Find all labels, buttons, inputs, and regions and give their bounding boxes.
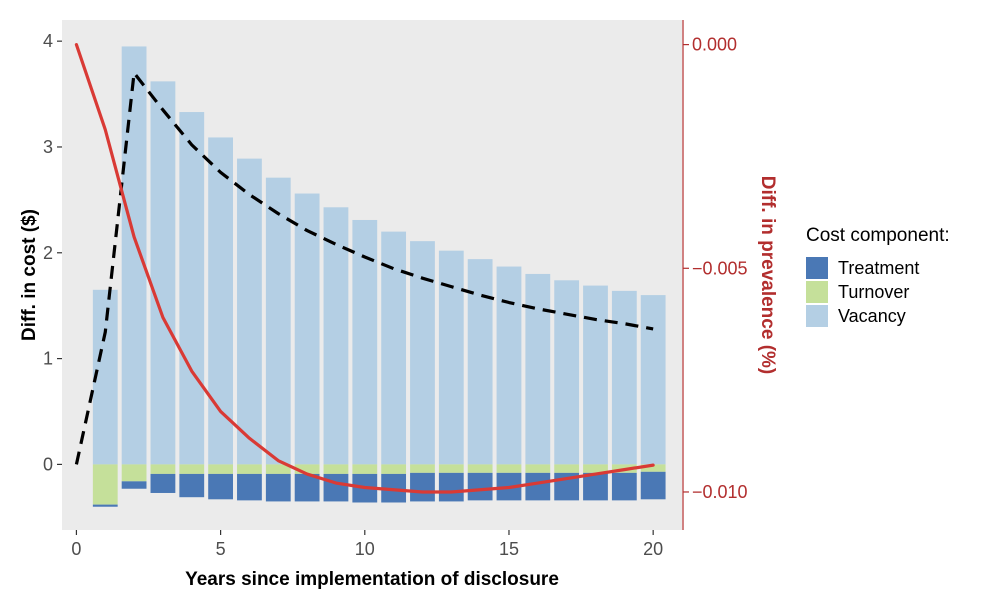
y-left-tick-label-1: 1: [43, 349, 53, 369]
bar-turnover-15: [496, 464, 522, 473]
bar-treatment-12: [410, 472, 435, 502]
bar-treatment-7: [265, 473, 291, 502]
bar-turnover-18: [583, 464, 608, 473]
bar-turnover-3: [150, 464, 176, 474]
bar-vacancy-5: [208, 137, 233, 465]
prevalence-difference-line: [74, 43, 655, 494]
bar-turnover-6: [237, 464, 262, 474]
bar-treatment-5: [208, 473, 233, 500]
y-right-tick-label-0: 0.000: [692, 35, 737, 55]
left-axis: 0 1 2 3 4: [43, 31, 62, 474]
x-tick-label-15: 15: [499, 539, 519, 559]
legend-title: Cost component:: [806, 225, 950, 246]
bar-vacancy-18: [583, 285, 608, 465]
legend-label-vacancy: Vacancy: [838, 306, 906, 326]
y-left-tick-label-0: 0: [43, 454, 53, 474]
bar-treatment-9: [323, 473, 349, 502]
bar-vacancy-20: [640, 295, 666, 465]
bar-vacancy-9: [323, 207, 349, 465]
bar-treatment-14: [467, 472, 493, 501]
bar-treatment-6: [237, 473, 262, 501]
legend-swatch-turnover: [806, 281, 828, 303]
bar-vacancy-16: [525, 273, 551, 465]
bar-turnover-2: [121, 464, 147, 482]
bar-turnover-13: [438, 464, 464, 473]
bar-vacancy-3: [150, 81, 176, 465]
bar-vacancy-14: [467, 259, 493, 465]
x-tick-label-20: 20: [643, 539, 663, 559]
y-axis-left-title: Diff. in cost ($): [19, 209, 40, 341]
bar-turnover-7: [265, 464, 291, 474]
y-right-tick-label-2: −0.010: [692, 482, 748, 502]
bar-treatment-2: [121, 481, 147, 489]
legend-label-turnover: Turnover: [838, 282, 909, 302]
bar-treatment-16: [525, 472, 551, 501]
bar-treatment-20: [640, 471, 666, 500]
bar-vacancy-15: [496, 266, 522, 465]
legend-label-treatment: Treatment: [838, 258, 919, 278]
bar-vacancy-7: [265, 177, 291, 465]
bar-turnover-8: [294, 464, 320, 474]
x-tick-label-0: 0: [71, 539, 81, 559]
bar-turnover-10: [352, 464, 378, 474]
lines-layer: [74, 43, 655, 494]
y-left-tick-label-4: 4: [43, 31, 53, 51]
y-left-tick-label-2: 2: [43, 243, 53, 263]
bar-vacancy-12: [410, 241, 435, 465]
bar-vacancy-2: [121, 46, 147, 465]
bar-treatment-18: [583, 472, 608, 501]
bar-treatment-4: [179, 473, 205, 498]
bar-turnover-14: [467, 464, 493, 473]
bar-turnover-4: [179, 464, 205, 474]
bar-vacancy-17: [554, 280, 580, 465]
bar-treatment-1: [92, 504, 118, 507]
bar-vacancy-4: [179, 112, 205, 465]
bar-vacancy-8: [294, 193, 320, 465]
bar-turnover-9: [323, 464, 349, 474]
bar-turnover-1: [92, 464, 118, 505]
legend-swatch-vacancy: [806, 305, 828, 327]
bar-treatment-19: [611, 472, 637, 501]
bar-treatment-13: [438, 472, 464, 502]
legend: Cost component: Treatment Turnover Vacan…: [806, 225, 950, 327]
x-tick-label-10: 10: [355, 539, 375, 559]
bar-turnover-5: [208, 464, 233, 474]
bar-turnover-16: [525, 464, 551, 473]
y-left-tick-label-3: 3: [43, 137, 53, 157]
x-axis: 0 5 10 15 20: [71, 530, 663, 559]
y-axis-right-title: Diff. in prevalence (%): [757, 176, 778, 375]
bar-turnover-11: [381, 464, 407, 474]
bar-turnover-17: [554, 464, 580, 473]
bar-treatment-8: [294, 473, 320, 502]
bar-treatment-3: [150, 473, 176, 493]
x-tick-label-5: 5: [216, 539, 226, 559]
cost-difference-line: [74, 71, 654, 465]
bar-turnover-12: [410, 464, 435, 473]
bar-turnover-20: [640, 464, 666, 472]
bar-vacancy-19: [611, 290, 637, 465]
x-axis-title: Years since implementation of disclosure: [185, 569, 559, 590]
legend-swatch-treatment: [806, 257, 828, 279]
right-axis: 0.000 −0.005 −0.010: [682, 20, 748, 530]
bar-vacancy-6: [237, 158, 262, 465]
y-right-tick-label-1: −0.005: [692, 258, 748, 278]
bars-layer: [92, 46, 666, 507]
